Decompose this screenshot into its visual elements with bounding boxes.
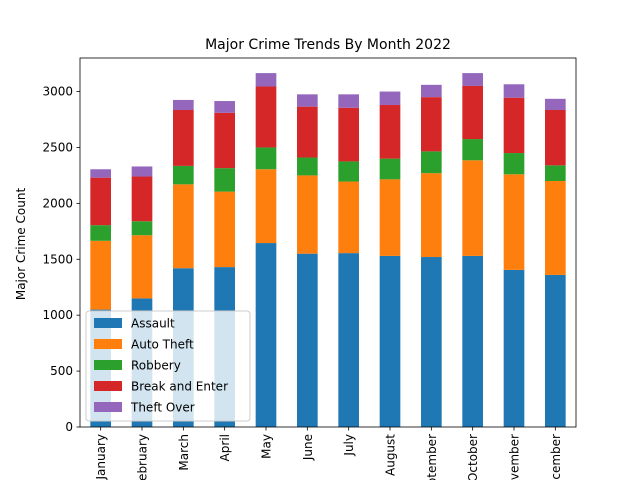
bar-auto-theft-january [90, 240, 111, 310]
x-tick-label: November [508, 434, 522, 480]
bar-auto-theft-february [131, 235, 153, 299]
bar-auto-theft-july [338, 181, 359, 254]
bars [90, 73, 566, 427]
bar-theft-over-february [131, 166, 153, 177]
bar-auto-theft-april [214, 191, 235, 268]
bar-robbery-february [131, 221, 153, 236]
bar-auto-theft-november [503, 174, 525, 270]
axes: 0 500 1000 1500 2000 2500 3000 January February M… [42, 57, 577, 480]
legend-swatch [94, 360, 122, 370]
legend-swatch [94, 402, 122, 412]
bar-auto-theft-may [255, 169, 277, 244]
bar-auto-theft-september [421, 173, 442, 258]
bar-assault-may [255, 243, 277, 427]
bar-robbery-march [173, 165, 194, 185]
bar-theft-over-may [255, 73, 277, 87]
y-tick-label: 3000 [42, 85, 73, 99]
bar-assault-july [338, 253, 359, 427]
bar-auto-theft-june [297, 175, 318, 254]
bar-break-and-enter-april [214, 112, 235, 169]
bar-theft-over-december [545, 98, 566, 110]
y-tick-label: 2000 [42, 196, 73, 210]
x-tick-label: December [549, 434, 563, 480]
bar-robbery-december [545, 165, 566, 181]
bar-theft-over-june [297, 94, 318, 107]
x-tick-label: September [425, 434, 439, 480]
legend-swatch [94, 318, 122, 328]
x-tick-label: April [218, 434, 232, 461]
y-tick-label: 1000 [42, 308, 73, 322]
legend-swatch [94, 381, 122, 391]
bar-auto-theft-december [545, 181, 566, 275]
bar-theft-over-january [90, 169, 111, 178]
bar-auto-theft-october [462, 160, 483, 256]
bar-break-and-enter-september [421, 97, 442, 152]
chart-title: Major Crime Trends By Month 2022 [205, 37, 451, 53]
legend-swatch [94, 339, 122, 349]
bar-robbery-september [421, 151, 442, 174]
bar-break-and-enter-october [462, 85, 483, 140]
bar-robbery-july [338, 161, 359, 182]
bar-theft-over-april [214, 101, 235, 113]
bar-break-and-enter-february [131, 176, 153, 222]
bar-auto-theft-march [173, 184, 194, 269]
y-tick-label: 500 [50, 364, 73, 378]
bar-assault-october [462, 255, 483, 427]
x-tick-label: August [384, 434, 398, 476]
legend: Assault Auto Theft Robbery Break and Enter T… [85, 310, 251, 422]
bar-theft-over-august [379, 91, 401, 105]
bar-robbery-november [503, 153, 525, 175]
bar-robbery-august [379, 158, 401, 180]
bar-assault-december [545, 274, 566, 427]
legend-label: Auto Theft [131, 338, 194, 352]
x-tick-label: March [177, 434, 191, 471]
bar-break-and-enter-november [503, 97, 525, 154]
x-tick-label: January [94, 434, 108, 480]
legend-label: Break and Enter [131, 380, 228, 394]
legend-label: Robbery [131, 359, 181, 373]
bar-theft-over-july [338, 94, 359, 108]
bar-assault-june [297, 253, 318, 427]
bar-robbery-may [255, 147, 277, 170]
y-tick-label: 0 [65, 420, 73, 434]
bar-break-and-enter-june [297, 106, 318, 158]
bar-auto-theft-august [379, 179, 401, 256]
bar-theft-over-september [421, 84, 442, 98]
x-tick-label: July [342, 434, 356, 457]
bar-theft-over-october [462, 73, 483, 86]
y-axis-label: Major Crime Count [14, 188, 28, 301]
x-tick-label: May [260, 434, 274, 459]
bar-theft-over-november [503, 84, 525, 98]
bar-robbery-june [297, 157, 318, 176]
bar-theft-over-march [173, 99, 194, 110]
legend-label: Theft Over [130, 401, 195, 415]
bar-break-and-enter-august [379, 104, 401, 159]
bar-break-and-enter-may [255, 86, 277, 148]
bar-break-and-enter-july [338, 107, 359, 162]
x-tick-label: June [301, 434, 315, 461]
x-tick-label: February [136, 434, 150, 480]
bar-robbery-october [462, 139, 483, 161]
bar-break-and-enter-march [173, 110, 194, 166]
x-tick-label: October [466, 434, 480, 480]
legend-box [85, 310, 251, 422]
bar-robbery-april [214, 168, 235, 192]
bar-assault-august [379, 255, 401, 427]
bar-break-and-enter-january [90, 177, 111, 226]
bar-robbery-january [90, 225, 111, 241]
y-tick-label: 2500 [42, 140, 73, 154]
bar-assault-november [503, 269, 525, 427]
bar-assault-september [421, 257, 442, 427]
y-tick-label: 1500 [42, 252, 73, 266]
legend-label: Assault [131, 317, 175, 331]
bar-break-and-enter-december [545, 110, 566, 166]
plot-frame [79, 57, 577, 428]
